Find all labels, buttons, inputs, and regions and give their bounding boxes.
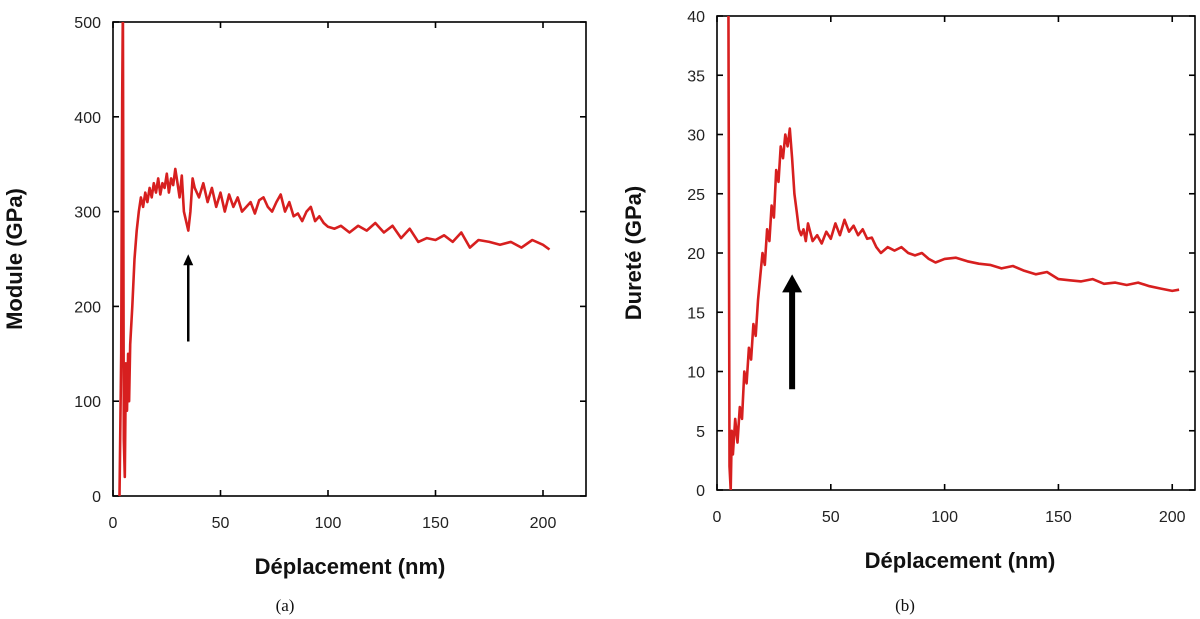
y-axis-label: Dureté (GPa) — [621, 186, 646, 320]
y-tick-label: 30 — [687, 128, 705, 145]
series-line — [118, 22, 551, 496]
data-layer — [118, 22, 551, 496]
axis-ticks — [112, 21, 586, 497]
y-tick-label: 15 — [687, 305, 705, 322]
x-axis-label: Déplacement (nm) — [255, 554, 446, 579]
axis-ticks — [716, 15, 1195, 491]
y-tick-label: 0 — [696, 483, 705, 500]
y-tick-label: 0 — [92, 489, 101, 506]
plot-frame — [112, 21, 587, 497]
x-tick-label: 200 — [1159, 509, 1186, 526]
x-tick-label: 150 — [1045, 509, 1072, 526]
series-line — [727, 16, 1180, 490]
arrow-head — [782, 274, 803, 293]
chart-panel-b: 0 50 100 150 200 0 5 10 15 20 25 30 35 40 Déplacement… — [621, 9, 1196, 615]
y-tick-label: 40 — [687, 9, 705, 26]
y-tick-label: 400 — [74, 110, 101, 127]
arrow-head — [183, 254, 194, 266]
annotation-layer — [782, 274, 803, 390]
plot-frame — [716, 15, 1196, 491]
y-tick-label: 300 — [74, 205, 101, 222]
tick-labels: 0 50 100 150 200 0 5 10 15 20 25 30 35 40 — [687, 9, 1185, 526]
y-tick-label: 200 — [74, 299, 101, 316]
y-tick-label: 500 — [74, 15, 101, 32]
y-tick-label: 35 — [687, 68, 705, 85]
chart-panel-a: 0 50 100 150 200 0 100 200 300 400 500 Déplacement… — [2, 15, 587, 615]
x-tick-label: 0 — [109, 515, 118, 532]
x-tick-label: 0 — [713, 509, 722, 526]
x-tick-label: 50 — [822, 509, 840, 526]
y-tick-label: 5 — [696, 424, 705, 441]
x-axis-label: Déplacement (nm) — [865, 548, 1056, 573]
y-tick-label: 20 — [687, 246, 705, 263]
y-tick-label: 10 — [687, 365, 705, 382]
x-tick-label: 200 — [530, 515, 557, 532]
tick-labels: 0 50 100 150 200 0 100 200 300 400 500 — [74, 15, 556, 532]
y-axis-label: Module (GPa) — [2, 188, 27, 330]
x-tick-label: 150 — [422, 515, 449, 532]
data-layer — [727, 16, 1180, 490]
y-tick-label: 100 — [74, 394, 101, 411]
annotation-layer — [183, 254, 194, 342]
x-tick-label: 100 — [931, 509, 958, 526]
x-tick-label: 50 — [212, 515, 230, 532]
y-tick-label: 25 — [687, 187, 705, 204]
x-tick-label: 100 — [315, 515, 342, 532]
panel-caption: (b) — [895, 596, 915, 615]
panel-caption: (a) — [276, 596, 295, 615]
